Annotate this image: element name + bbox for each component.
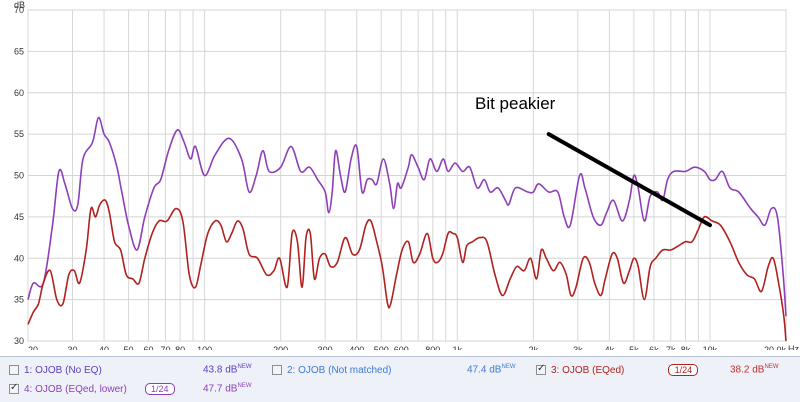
x-tick-label: 50 [124,345,134,350]
x-tick-label: 70 [160,345,170,350]
legend-label-4: 4: OJOB (EQed, lower) [24,383,127,395]
smoothing-button-3[interactable]: 1/24 [668,364,699,376]
y-tick-label: 55 [14,129,24,139]
legend-new-badge-1: NEW [237,364,252,370]
x-tick-label: 800 [425,345,440,350]
x-tick-label: 7k [666,345,676,350]
x-tick-label: 10k [703,345,718,350]
grid [27,9,787,342]
annotation-arrow [546,132,712,228]
legend-item-2[interactable]: 2: OJOB (Not matched) [272,362,391,378]
legend-checkbox-3[interactable] [536,363,546,375]
x-tick-label: 1k [453,345,463,350]
x-tick-label: 20 [28,345,38,350]
legend-value-4-text: 47.7 dB [203,383,238,395]
x-tick-label: 500 [374,345,389,350]
y-tick-label: 65 [14,46,24,56]
annotation-group: Bit peakier [475,94,712,228]
x-axis-unit: Hz [788,344,799,350]
legend-checkbox-1[interactable] [9,365,19,375]
x-tick-label: 4k [605,345,615,350]
series-group [27,116,787,342]
x-tick-label: 20.0k [764,345,787,350]
x-tick-label: 2k [529,345,539,350]
legend-value-1: 43.8 dBNEW [203,364,251,375]
x-tick-label: 5k [629,345,639,350]
series-line-1 [27,116,787,317]
legend-label-2: 2: OJOB (Not matched) [287,364,392,376]
legend-item-3[interactable]: 3: OJOB (EQed) 1/24 [536,362,699,378]
x-tick-label: 600 [394,345,409,350]
x-tick-label: 40 [99,345,109,350]
legend-checkbox-4[interactable] [9,382,19,394]
x-tick-label: 300 [318,345,333,350]
x-tick-label: 3k [573,345,583,350]
legend-new-badge-4: NEW [237,383,252,389]
legend-panel: 1: OJOB (No EQ) 43.8 dBNEW 2: OJOB (Not … [0,356,800,402]
y-tick-label: 35 [14,295,24,305]
legend-value-2-text: 47.4 dB [467,364,502,376]
legend-new-badge-2: NEW [501,364,516,370]
y-tick-label: 50 [14,171,24,181]
legend-item-4[interactable]: 4: OJOB (EQed, lower) 1/24 [9,381,175,397]
y-axis-label: dB [14,0,25,10]
x-tick-label: 60 [144,345,154,350]
legend-checkbox-2[interactable] [272,365,282,375]
x-tick-label: 400 [349,345,364,350]
frequency-response-chart[interactable]: dB Hz 30 35 40 45 50 55 60 65 70 20 30 40 50 60 70 80 1… [0,0,800,350]
x-tick-label: 80 [175,345,185,350]
legend-value-4: 47.7 dBNEW [203,383,251,394]
y-ticks: 30 35 40 45 50 55 60 65 70 [14,5,24,346]
x-ticks: 20 30 40 50 60 70 80 100 200 300 400 500 600 800 1k 2k 3… [28,345,786,350]
smoothing-button-4[interactable]: 1/24 [144,383,175,395]
x-tick-label: 8k [681,345,691,350]
y-tick-label: 30 [14,336,24,346]
x-tick-label: 200 [273,345,288,350]
legend-label-3: 3: OJOB (EQed) [551,364,625,376]
legend-value-1-text: 43.8 dB [203,364,238,376]
y-tick-label: 60 [14,88,24,98]
legend-value-3: 38.2 dBNEW [730,364,778,375]
y-tick-label: 70 [14,5,24,15]
legend-value-3-text: 38.2 dB [730,364,765,376]
legend-item-1[interactable]: 1: OJOB (No EQ) [9,362,102,378]
x-tick-label: 30 [67,345,77,350]
annotation-text: Bit peakier [475,94,556,113]
x-tick-label: 100 [197,345,212,350]
x-tick-label: 6k [649,345,659,350]
series-line-2 [27,199,787,342]
y-tick-label: 45 [14,212,24,222]
legend-label-1: 1: OJOB (No EQ) [24,364,102,376]
y-tick-label: 40 [14,253,24,263]
legend-value-2: 47.4 dBNEW [467,364,515,375]
legend-new-badge-3: NEW [764,364,779,370]
